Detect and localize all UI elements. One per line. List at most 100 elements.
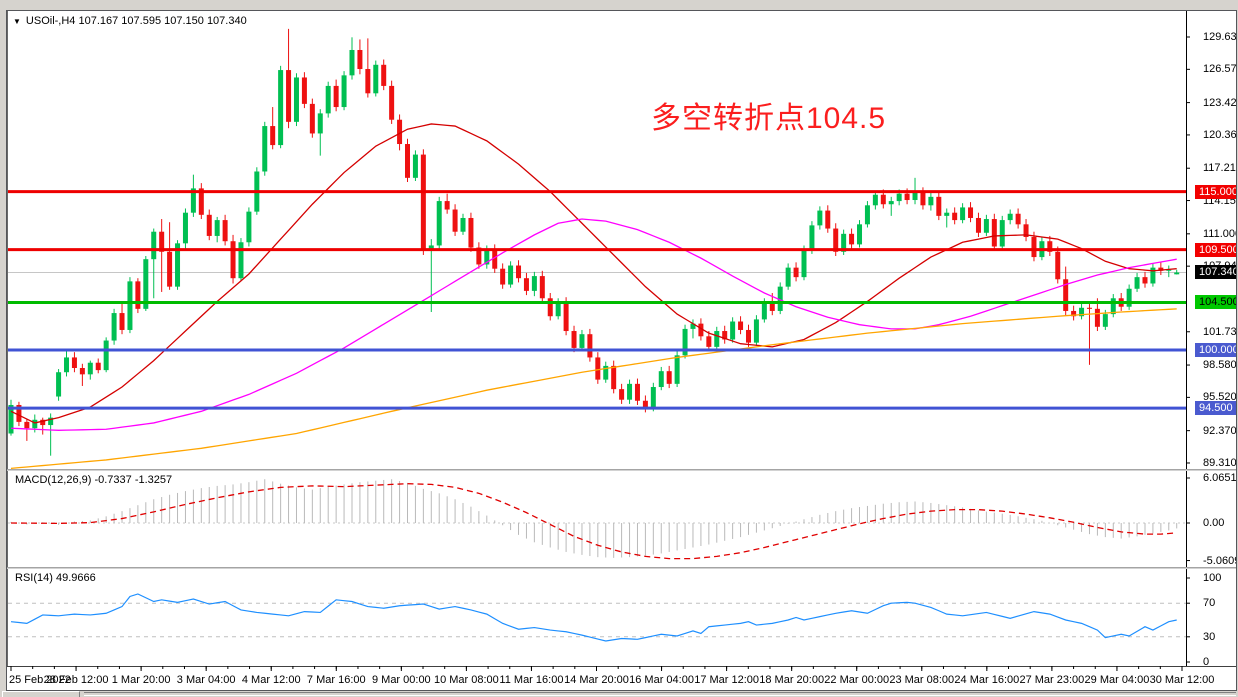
candle-body xyxy=(944,212,950,216)
candle-body xyxy=(1071,310,1077,317)
rsi-line xyxy=(10,593,1177,642)
candle-body xyxy=(1007,213,1013,221)
candle-body xyxy=(611,365,617,390)
candle-body xyxy=(1110,298,1116,315)
ma-slow-orange xyxy=(10,308,1177,469)
candle-body xyxy=(317,113,323,134)
time-axis[interactable]: 25 Feb 2022 28 Feb 12:00 1 Mar 20:00 3 Mar … xyxy=(7,666,1236,690)
candle-body xyxy=(8,404,14,434)
candle-body xyxy=(175,243,181,287)
rsi-indicator-label: RSI(14) 49.9666 xyxy=(15,572,96,584)
candle-body xyxy=(87,362,93,375)
horizontal-scrollbar-track[interactable] xyxy=(84,692,1236,696)
panel-splitter[interactable] xyxy=(7,567,1236,569)
candle-body xyxy=(928,196,934,206)
candle-body xyxy=(682,328,688,356)
candle-body xyxy=(167,251,173,287)
macd-signal-line xyxy=(10,483,1177,560)
horizontal-scrollbar-thumb[interactable] xyxy=(2,691,80,697)
price-badge: 100.000 xyxy=(1195,343,1236,358)
chevron-down-icon[interactable]: ▼ xyxy=(13,16,21,26)
main-chart-canvas[interactable] xyxy=(7,11,1236,469)
price-axis-label: 89.310 xyxy=(1203,456,1237,469)
panel-splitter[interactable] xyxy=(7,469,1236,471)
chart-window: ▼ USOil-,H4 107.167 107.595 107.150 107.… xyxy=(6,10,1237,691)
price-axis-label: 129.630 xyxy=(1203,31,1237,43)
candle-body xyxy=(587,334,593,358)
candle-body xyxy=(357,49,363,70)
time-axis-label: 16 Mar 04:00 xyxy=(629,674,694,686)
candle-body xyxy=(143,259,149,309)
candle-body xyxy=(1055,251,1061,280)
candle-body xyxy=(936,196,942,216)
candle-body xyxy=(468,217,474,248)
candle-body xyxy=(841,233,847,252)
candle-body xyxy=(103,340,109,371)
candle-body xyxy=(1126,288,1132,307)
candle-body xyxy=(769,302,775,311)
candle-body xyxy=(341,75,347,108)
candle-body xyxy=(952,212,958,221)
time-axis-label: 29 Mar 04:00 xyxy=(1084,674,1150,686)
price-axis-label: 117.210 xyxy=(1203,162,1236,175)
candle-body xyxy=(888,201,894,205)
candle-body xyxy=(508,265,514,285)
ma-fast-red xyxy=(10,123,1177,424)
macd-canvas[interactable] xyxy=(7,471,1236,567)
time-axis-label: 11 Mar 16:00 xyxy=(499,674,564,686)
candle-body xyxy=(698,323,704,337)
candle-body xyxy=(135,281,141,309)
candle-body xyxy=(1015,213,1021,225)
candle-body xyxy=(531,276,537,291)
candle-body xyxy=(666,371,672,384)
candle-body xyxy=(785,267,791,287)
candle-body xyxy=(658,371,664,388)
rsi-panel: RSI(14) 49.9666 100 70 30 0 xyxy=(7,569,1236,668)
candle-body xyxy=(151,231,157,260)
candle-body xyxy=(539,276,545,299)
candle-body xyxy=(1094,308,1100,327)
candle-body xyxy=(111,313,117,341)
candle-body xyxy=(595,357,601,380)
rsi-canvas[interactable] xyxy=(7,569,1236,666)
candle-body xyxy=(492,249,498,269)
candle-body xyxy=(722,331,728,340)
candle-body xyxy=(563,302,569,332)
macd-axis-label: 6.0651 xyxy=(1203,471,1237,484)
candle-body xyxy=(32,419,38,429)
time-axis-ticks xyxy=(7,666,1236,671)
candle-body xyxy=(198,188,204,215)
candle-body xyxy=(920,192,926,206)
price-axis-label: 92.370 xyxy=(1203,424,1237,437)
candle-body xyxy=(420,154,426,251)
candle-body xyxy=(222,220,228,242)
candle-body xyxy=(119,313,125,330)
time-axis-label: 22 Mar 00:00 xyxy=(824,674,890,686)
candle-body xyxy=(309,103,315,134)
candle-body xyxy=(325,85,331,114)
symbol-info-bar[interactable]: ▼ USOil-,H4 107.167 107.595 107.150 107.… xyxy=(13,15,247,27)
candle-body xyxy=(48,417,54,426)
candle-body xyxy=(1158,267,1164,271)
candle-body xyxy=(428,245,434,251)
price-axis-label: 111.000 xyxy=(1203,227,1236,240)
candle-body xyxy=(547,298,553,317)
candle-body xyxy=(190,188,196,213)
candle-body xyxy=(1023,224,1029,237)
candle-body xyxy=(40,419,46,426)
candle-body xyxy=(650,387,656,409)
candle-body xyxy=(246,211,252,243)
candle-body xyxy=(286,70,292,122)
candle-body xyxy=(801,249,807,278)
price-badge: 115.000 xyxy=(1195,184,1236,199)
annotation-text: 多空转折点104.5 xyxy=(651,102,887,135)
candle-body xyxy=(745,329,751,343)
candle-body xyxy=(833,228,839,252)
candle-body xyxy=(912,192,918,201)
candle-body xyxy=(182,212,188,244)
candle-body xyxy=(753,319,759,343)
candle-body xyxy=(896,193,902,202)
candle-body xyxy=(817,210,823,226)
price-badge: 109.500 xyxy=(1195,242,1236,257)
candle-body xyxy=(389,85,395,120)
